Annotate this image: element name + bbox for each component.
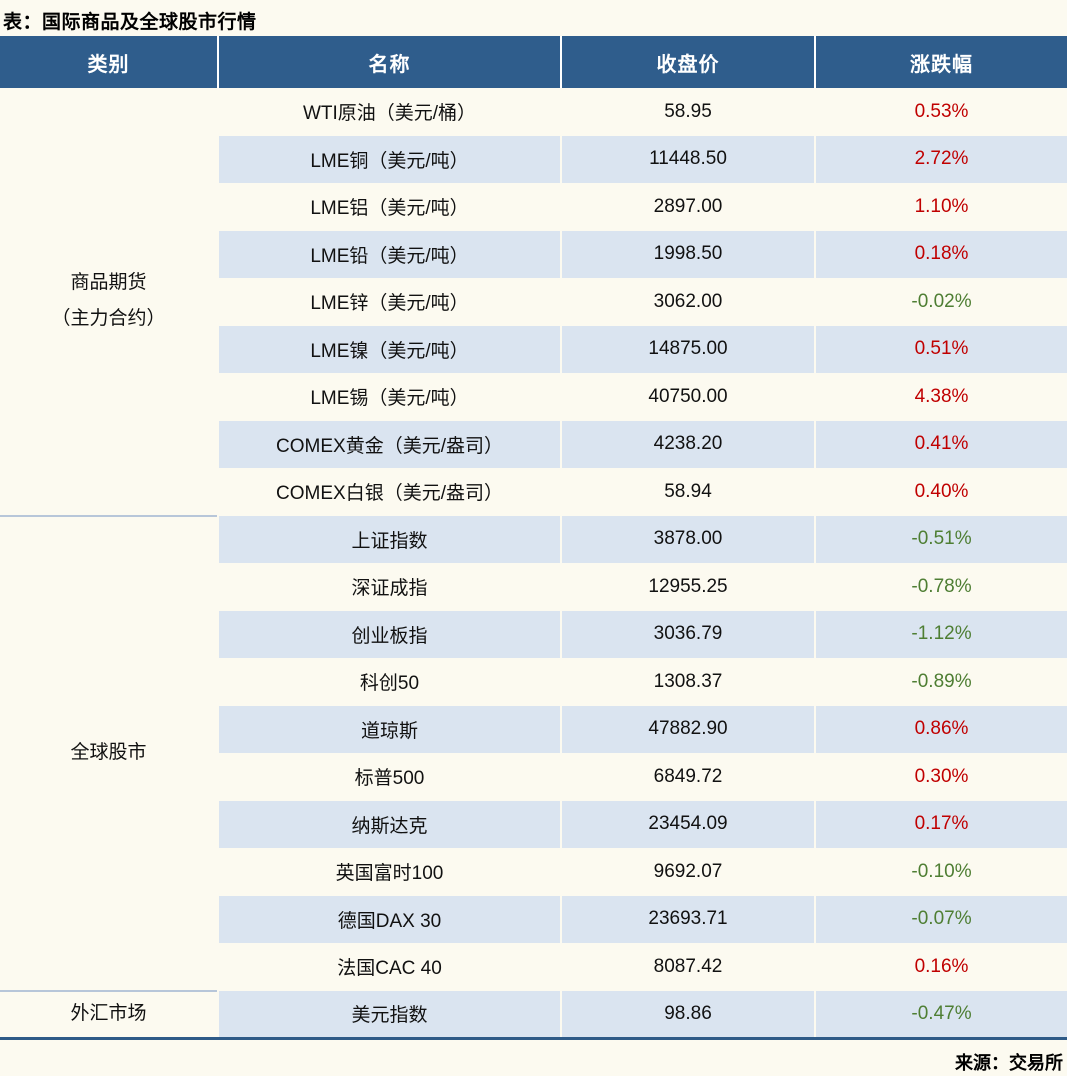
- change-percent: 2.72%: [815, 135, 1067, 183]
- change-percent: 0.53%: [914, 100, 969, 122]
- table-row: COMEX白银（美元/盎司） 58.94 0.40%: [0, 468, 1067, 516]
- table-row: 科创50 1308.37 -0.89%: [0, 658, 1067, 706]
- table-row: LME镍（美元/吨） 14875.00 0.51%: [0, 325, 1067, 373]
- change-percent: -0.89%: [911, 670, 972, 692]
- instrument-name: LME锌（美元/吨）: [218, 278, 562, 326]
- market-data-table: 类别 名称 收盘价 涨跌幅 商品期货 （主力合约） WTI原油（美元/桶） 58…: [0, 36, 1067, 1040]
- table-row: 道琼斯 47882.90 0.86%: [0, 705, 1067, 753]
- close-price: 9692.07: [561, 848, 816, 896]
- instrument-name: LME锡（美元/吨）: [218, 373, 562, 421]
- instrument-name: 创业板指: [218, 610, 562, 658]
- change-percent: -0.51%: [815, 515, 1067, 563]
- close-price: 47882.90: [561, 705, 816, 753]
- instrument-name: 深证成指: [218, 563, 562, 611]
- column-header-close: 收盘价: [561, 36, 816, 88]
- category-label-line: 全球股市: [70, 741, 147, 763]
- table-row: 德国DAX 30 23693.71 -0.07%: [0, 895, 1067, 943]
- page-title: 表：国际商品及全球股市行情: [3, 12, 257, 33]
- change-percent: 0.40%: [914, 480, 969, 502]
- close-price: 23693.71: [561, 895, 816, 943]
- instrument-name: 英国富时100: [218, 848, 562, 896]
- close-price: 6849.72: [561, 753, 816, 801]
- close-price: 3062.00: [561, 278, 816, 326]
- category-label-line: 外汇市场: [70, 1002, 147, 1024]
- change-percent: -1.12%: [815, 610, 1067, 658]
- close-price: 11448.50: [561, 135, 816, 183]
- table-row: LME铜（美元/吨） 11448.50 2.72%: [0, 135, 1067, 183]
- instrument-name: 纳斯达克: [218, 800, 562, 848]
- instrument-name: 上证指数: [218, 515, 562, 563]
- change-percent: 0.41%: [815, 420, 1067, 468]
- close-price: 1998.50: [561, 230, 816, 278]
- column-header-name: 名称: [218, 36, 562, 88]
- table-row: 标普500 6849.72 0.30%: [0, 753, 1067, 801]
- close-price: 1308.37: [561, 658, 816, 706]
- table-row: 英国富时100 9692.07 -0.10%: [0, 848, 1067, 896]
- column-header-change: 涨跌幅: [815, 36, 1067, 88]
- instrument-name: 科创50: [218, 658, 562, 706]
- close-price: 4238.20: [561, 420, 816, 468]
- table-row: 创业板指 3036.79 -1.12%: [0, 610, 1067, 658]
- instrument-name: COMEX白银（美元/盎司）: [218, 468, 562, 516]
- change-percent: -0.78%: [911, 575, 972, 597]
- change-percent: 0.17%: [815, 800, 1067, 848]
- change-percent: 0.51%: [815, 325, 1067, 373]
- change-percent: 0.16%: [914, 955, 969, 977]
- table-row: LME铅（美元/吨） 1998.50 0.18%: [0, 230, 1067, 278]
- close-price: 98.86: [561, 990, 816, 1038]
- table-row: 外汇市场 美元指数 98.86 -0.47%: [0, 989, 1067, 1038]
- change-percent: -0.02%: [911, 290, 972, 312]
- change-percent: 0.30%: [914, 765, 969, 787]
- table-row: COMEX黄金（美元/盎司） 4238.20 0.41%: [0, 420, 1067, 468]
- instrument-name: 标普500: [218, 753, 562, 801]
- column-header-category: 类别: [0, 36, 219, 88]
- change-percent: 4.38%: [914, 385, 969, 407]
- close-price: 58.94: [561, 468, 816, 516]
- table-row: LME锌（美元/吨） 3062.00 -0.02%: [0, 278, 1067, 326]
- close-price: 12955.25: [561, 563, 816, 611]
- close-price: 58.95: [561, 88, 816, 136]
- instrument-name: 法国CAC 40: [218, 943, 562, 991]
- instrument-name: LME镍（美元/吨）: [218, 325, 562, 373]
- table-row: 法国CAC 40 8087.42 0.16%: [0, 943, 1067, 991]
- instrument-name: WTI原油（美元/桶）: [218, 88, 562, 136]
- table-row: 深证成指 12955.25 -0.78%: [0, 563, 1067, 611]
- change-percent: -0.47%: [815, 990, 1067, 1038]
- table-row: 商品期货 （主力合约） WTI原油（美元/桶） 58.95 0.53%: [0, 88, 1067, 516]
- change-percent: 1.10%: [914, 195, 969, 217]
- category-label-line: （主力合约）: [51, 308, 166, 330]
- header-row: 类别 名称 收盘价 涨跌幅: [0, 36, 1067, 88]
- close-price: 3036.79: [561, 610, 816, 658]
- change-percent: 0.18%: [815, 230, 1067, 278]
- instrument-name: LME铅（美元/吨）: [218, 230, 562, 278]
- category-cell-commodity-futures: 商品期货 （主力合约）: [0, 88, 219, 516]
- category-cell-global-stocks: 全球股市: [0, 514, 219, 991]
- close-price: 2897.00: [561, 183, 816, 231]
- table-row: LME锡（美元/吨） 40750.00 4.38%: [0, 373, 1067, 421]
- instrument-name: COMEX黄金（美元/盎司）: [218, 420, 562, 468]
- table-row: 全球股市 上证指数 3878.00 -0.51%: [0, 514, 1067, 991]
- close-price: 8087.42: [561, 943, 816, 991]
- instrument-name: 德国DAX 30: [218, 895, 562, 943]
- close-price: 23454.09: [561, 800, 816, 848]
- close-price: 14875.00: [561, 325, 816, 373]
- table-row: 纳斯达克 23454.09 0.17%: [0, 800, 1067, 848]
- source-note: 来源：交易所: [955, 1052, 1063, 1073]
- change-percent: -0.10%: [911, 860, 972, 882]
- close-price: 40750.00: [561, 373, 816, 421]
- instrument-name: 美元指数: [218, 990, 562, 1038]
- table-row: LME铝（美元/吨） 2897.00 1.10%: [0, 183, 1067, 231]
- category-label-line: 商品期货: [70, 272, 147, 294]
- change-percent: 0.86%: [815, 705, 1067, 753]
- instrument-name: 道琼斯: [218, 705, 562, 753]
- instrument-name: LME铜（美元/吨）: [218, 135, 562, 183]
- change-percent: -0.07%: [815, 895, 1067, 943]
- instrument-name: LME铝（美元/吨）: [218, 183, 562, 231]
- close-price: 3878.00: [561, 515, 816, 563]
- category-cell-forex: 外汇市场: [0, 989, 219, 1038]
